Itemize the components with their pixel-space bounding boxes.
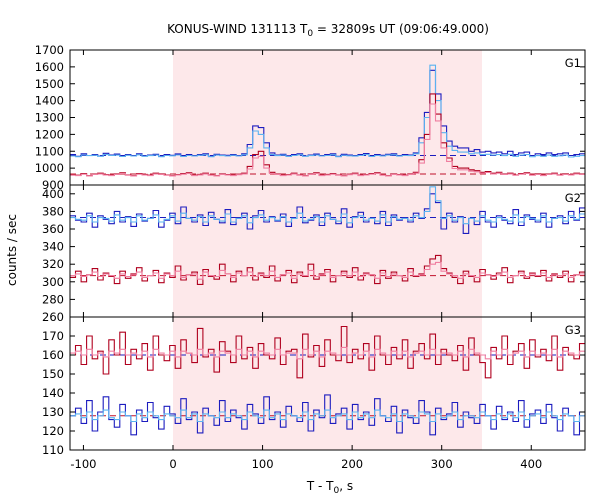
- y-tick-label: 130: [42, 405, 64, 419]
- series-red: [70, 325, 585, 379]
- y-tick-label: 110: [42, 443, 64, 457]
- y-axis-title: counts / sec: [5, 214, 19, 286]
- y-tick-label: 340: [42, 240, 64, 254]
- shaded-interval: [173, 317, 482, 450]
- y-tick-label: 380: [42, 204, 64, 218]
- y-tick-label: 900: [42, 178, 64, 192]
- y-tick-label: 1100: [35, 144, 64, 158]
- panel-label: G2: [565, 191, 581, 205]
- y-tick-label: 150: [42, 367, 64, 381]
- x-axis-title: T - T0, s: [306, 479, 353, 496]
- y-tick-label: 280: [42, 292, 64, 306]
- panel-g1: 900 1000 1100 1200 1300 1400 1500 1600 1700 G1: [35, 43, 586, 192]
- series-blue: [70, 394, 585, 436]
- chart-title: KONUS-WIND 131113 T0 = 32809s UT (09:06:…: [167, 22, 489, 39]
- shaded-interval: [173, 185, 482, 317]
- x-tick-label: 0: [169, 457, 176, 471]
- panel-label: G1: [565, 56, 581, 70]
- x-tick-label: 300: [431, 457, 453, 471]
- series-pink: [70, 103, 585, 177]
- panel-frame: [69, 316, 586, 451]
- series-blue: [70, 193, 585, 234]
- x-tick-label: 400: [520, 457, 542, 471]
- panels-group: 90010001100120013001400150016001700G1260…: [35, 43, 586, 471]
- y-tick-label: 1000: [35, 161, 64, 175]
- y-tick-label: 1600: [35, 60, 64, 74]
- panel-g3: 110 120 130 140 150 160 170 G3: [42, 316, 586, 457]
- x-tick-label: 100: [252, 457, 274, 471]
- series-blue: [70, 69, 585, 157]
- series-pink: [70, 346, 585, 360]
- series-light_blue: [70, 186, 585, 225]
- series-light_blue: [70, 64, 585, 158]
- y-tick-label: 1500: [35, 77, 64, 91]
- y-tick-label: 300: [42, 275, 64, 289]
- series-pink: [70, 261, 585, 280]
- y-tick-label: 120: [42, 424, 64, 438]
- y-tick-label: 1700: [35, 43, 64, 57]
- y-tick-label: 170: [42, 329, 64, 343]
- shaded-interval: [173, 50, 482, 185]
- y-tick-label: 360: [42, 222, 64, 236]
- x-tick-label: -100: [70, 457, 96, 471]
- x-tick-label: 200: [341, 457, 363, 471]
- y-tick-label: 260: [42, 310, 64, 324]
- y-tick-label: 1300: [35, 111, 64, 125]
- y-tick-label: 320: [42, 257, 64, 271]
- panel-label: G3: [565, 323, 581, 337]
- y-tick-label: 140: [42, 386, 64, 400]
- y-tick-label: 400: [42, 187, 64, 201]
- y-tick-label: 1200: [35, 127, 64, 141]
- panel-g2: 260 280 300 320 340 360 380 400 G2: [42, 184, 586, 324]
- series-red: [70, 254, 585, 285]
- y-tick-label: 1400: [35, 94, 64, 108]
- y-tick-label: 160: [42, 348, 64, 362]
- series-light_blue: [70, 409, 585, 423]
